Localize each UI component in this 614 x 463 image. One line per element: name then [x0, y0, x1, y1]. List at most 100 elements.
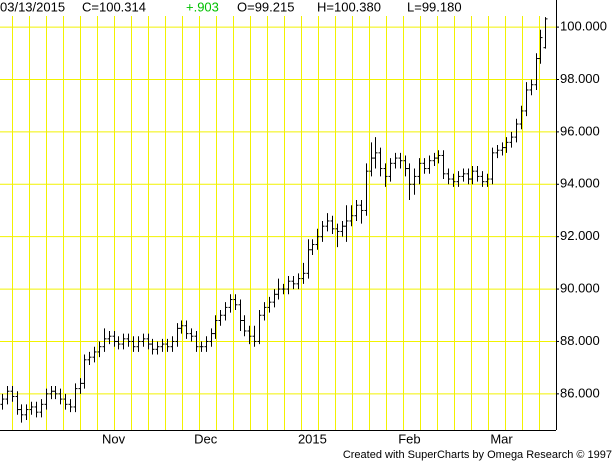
ohlc-bar [325, 213, 330, 232]
x-tick-label: Feb [398, 431, 420, 446]
y-tick-label: 96.000 [560, 123, 600, 138]
ohlc-bar [175, 323, 180, 347]
ohlc-bar [403, 155, 408, 177]
ohlc-bar [383, 163, 388, 187]
ohlc-bar [170, 336, 175, 352]
ohlc-bar [504, 137, 509, 153]
ohlc-bar [432, 152, 437, 166]
ohlc-bar [475, 165, 480, 182]
header-item: C=100.314 [82, 0, 146, 14]
ohlc-bar [490, 147, 495, 185]
ohlc-bar [150, 338, 155, 355]
ohlc-bar [204, 336, 209, 352]
header-item: H=100.380 [317, 0, 381, 14]
ohlc-bar [441, 150, 446, 180]
header-item: L=99.180 [407, 0, 462, 14]
header-item: 03/13/2015 [0, 0, 65, 14]
ohlc-bar [146, 333, 151, 350]
ohlc-bar [330, 215, 335, 235]
ohlc-bar [179, 320, 184, 334]
ohlc-bar [276, 278, 281, 300]
ohlc-bar [34, 401, 39, 418]
ohlc-bar [49, 385, 54, 400]
ohlc-bar [417, 158, 422, 185]
ohlc-bar [364, 163, 369, 216]
ohlc-bar [509, 131, 514, 148]
header-item: +.903 [186, 0, 219, 14]
ohlc-bar [354, 199, 359, 221]
ohlc-bar [24, 404, 29, 421]
ohlc-bar [116, 336, 121, 350]
footer: Created with SuperCharts by Omega Resear… [343, 449, 612, 461]
ohlc-bar [213, 315, 218, 339]
ohlc-bar [480, 171, 485, 187]
ohlc-bar [73, 383, 78, 413]
header-item: O=99.215 [237, 0, 294, 14]
x-tick-label: 2015 [298, 431, 327, 446]
ohlc-bar [155, 341, 160, 355]
ohlc-bar [412, 168, 417, 195]
ohlc-bar [407, 163, 412, 200]
ohlc-bar [112, 330, 117, 347]
ohlc-bar [257, 310, 262, 345]
ohlc-bar [82, 354, 87, 389]
ohlc-bar [262, 302, 267, 321]
ohlc-bar [485, 173, 490, 187]
ohlc-bar [344, 205, 349, 242]
ohlc-bar [53, 385, 58, 400]
ohlc-bar [524, 82, 529, 117]
x-tick-label: Mar [490, 431, 513, 446]
ohlc-bar [39, 399, 44, 418]
ohlc-bar [19, 404, 24, 423]
ohlc-bar [165, 338, 170, 352]
ohlc-bar [63, 393, 68, 410]
y-tick-label: 92.000 [560, 228, 600, 243]
ohlc-bar [446, 168, 451, 185]
ohlc-bar [97, 341, 102, 358]
ohlc-bar [131, 336, 136, 352]
ohlc-bar [126, 333, 131, 347]
ohlc-bar [5, 385, 10, 405]
ohlc-bar [44, 388, 49, 410]
ohlc-bar [378, 147, 383, 177]
ohlc-bar [456, 171, 461, 187]
y-tick-label: 86.000 [560, 385, 600, 400]
ohlc-bar [340, 220, 345, 237]
ohlc-bar [296, 273, 301, 290]
ohlc-bar [189, 328, 194, 342]
ohlc-bar [68, 399, 73, 413]
ohlc-bar [369, 142, 374, 177]
ohlc-bar [218, 310, 223, 326]
vertical-grid [0, 16, 556, 430]
ohlc-bar [58, 388, 63, 405]
ohlc-bar [0, 393, 5, 410]
ohlc-bar [87, 351, 92, 366]
ohlc-bar [315, 228, 320, 250]
ohlc-bar [306, 239, 311, 279]
ohlc-bar [209, 328, 214, 347]
ohlc-bar [242, 315, 247, 337]
ohlc-bar [470, 165, 475, 185]
ohlc-bar [349, 205, 354, 227]
ohlc-bar [102, 328, 107, 352]
ohlc-bar [451, 173, 456, 187]
y-tick-label: 98.000 [560, 71, 600, 86]
ohlc-bar [301, 262, 306, 284]
ohlc-bar [184, 320, 189, 339]
ohlc-bar [538, 29, 543, 64]
ohlc-bar [228, 294, 233, 313]
ohlc-bar [543, 17, 548, 49]
ohlc-bar [359, 199, 364, 224]
ohlc-bar [398, 152, 403, 169]
ohlc-bar [199, 341, 204, 352]
y-tick-label: 100.000 [560, 19, 607, 34]
ohlc-bar [393, 152, 398, 169]
ohlc-bar [514, 118, 519, 143]
ohlc-bar [252, 325, 257, 347]
ohlc-bar [466, 168, 471, 185]
ohlc-bar [534, 53, 539, 90]
ohlc-bar [10, 385, 15, 402]
ohlc-bar [272, 289, 277, 308]
y-tick-label: 88.000 [560, 333, 600, 348]
